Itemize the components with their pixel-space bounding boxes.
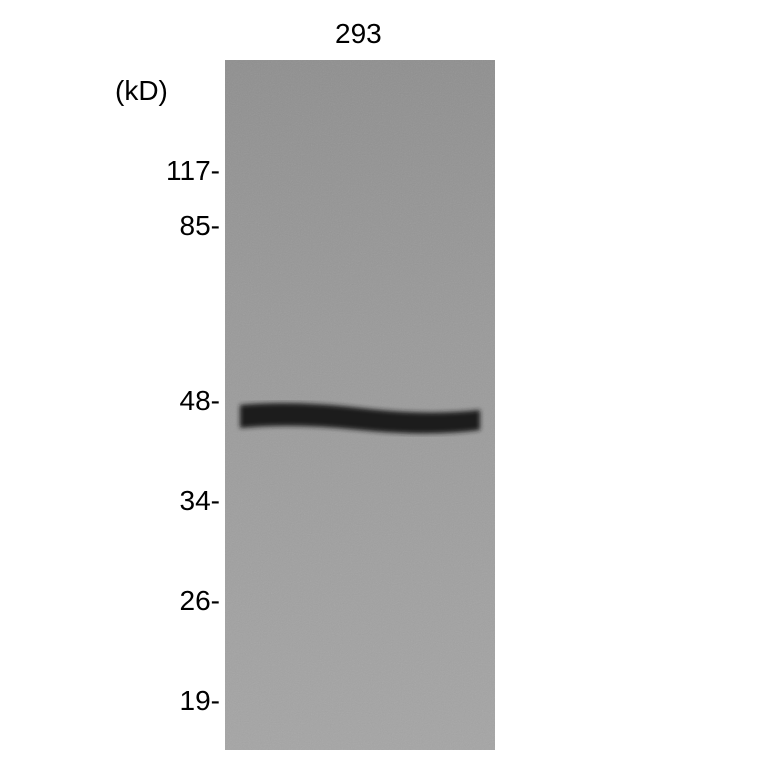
mw-marker-4: 26- [130,585,220,617]
sample-label: 293 [335,18,382,50]
protein-band [225,400,495,435]
mw-marker-0: 117- [130,155,220,187]
unit-label: (kD) [115,75,168,107]
mw-marker-3: 34- [130,485,220,517]
blot-lane [225,60,495,750]
mw-marker-5: 19- [130,685,220,717]
mw-marker-1: 85- [130,210,220,242]
blot-figure: 293 (kD) 117- 85- 48- 34- 26- 19- [0,0,764,764]
mw-marker-2: 48- [130,385,220,417]
